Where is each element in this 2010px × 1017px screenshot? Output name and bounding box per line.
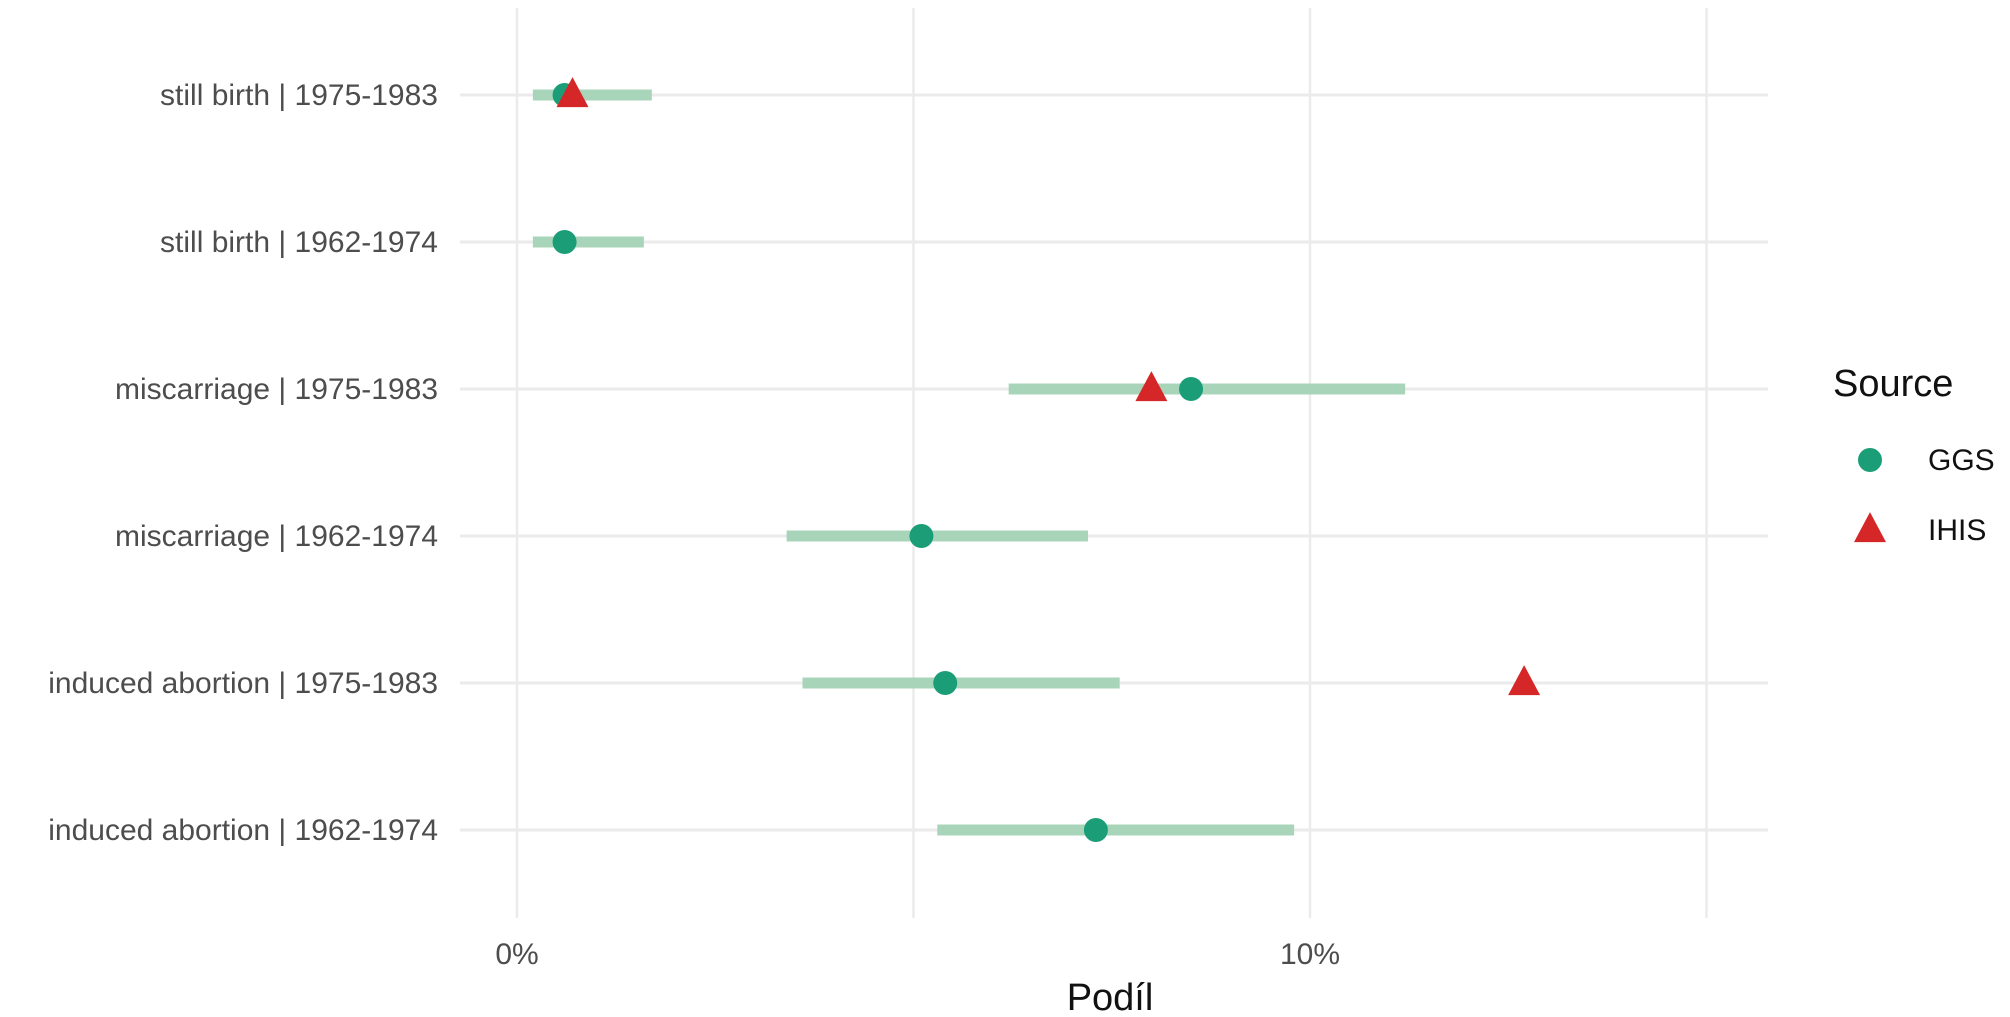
x-gridlines (515, 8, 1708, 918)
ihis-points (556, 77, 1541, 696)
x-tick-labels: 0% 10% (495, 938, 1340, 971)
x-tick-label: 10% (1280, 938, 1340, 971)
category-label: still birth | 1962-1974 (160, 226, 438, 259)
ggs-intervals (532, 89, 1406, 836)
ihis-point (556, 77, 589, 108)
ihis-point (1508, 665, 1541, 696)
category-label: still birth | 1975-1983 (160, 79, 438, 112)
category-label: induced abortion | 1962-1974 (48, 814, 438, 847)
legend-label: IHIS (1928, 514, 1986, 547)
ggs-point (909, 524, 934, 548)
category-label: induced abortion | 1975-1983 (48, 667, 438, 700)
legend-label: GGS (1928, 444, 1995, 477)
legend-title: Source (1833, 363, 1953, 405)
category-label: miscarriage | 1962-1974 (115, 520, 438, 553)
ggs-points (552, 83, 1204, 842)
category-labels: still birth | 1975-1983 still birth | 196… (48, 79, 438, 847)
legend-key-ggs (1858, 448, 1882, 472)
legend: Source GGS IHIS (1833, 363, 1995, 547)
ggs-point (552, 230, 577, 254)
ggs-point (1179, 377, 1204, 401)
legend-key-ihis (1854, 512, 1886, 543)
x-axis-title: Podíl (1067, 977, 1154, 1017)
ggs-point (1083, 818, 1108, 842)
ihis-point (1135, 371, 1168, 402)
y-gridlines (460, 93, 1768, 832)
x-tick-label: 0% (495, 938, 538, 971)
category-label: miscarriage | 1975-1983 (115, 373, 438, 406)
ggs-point (933, 671, 958, 695)
